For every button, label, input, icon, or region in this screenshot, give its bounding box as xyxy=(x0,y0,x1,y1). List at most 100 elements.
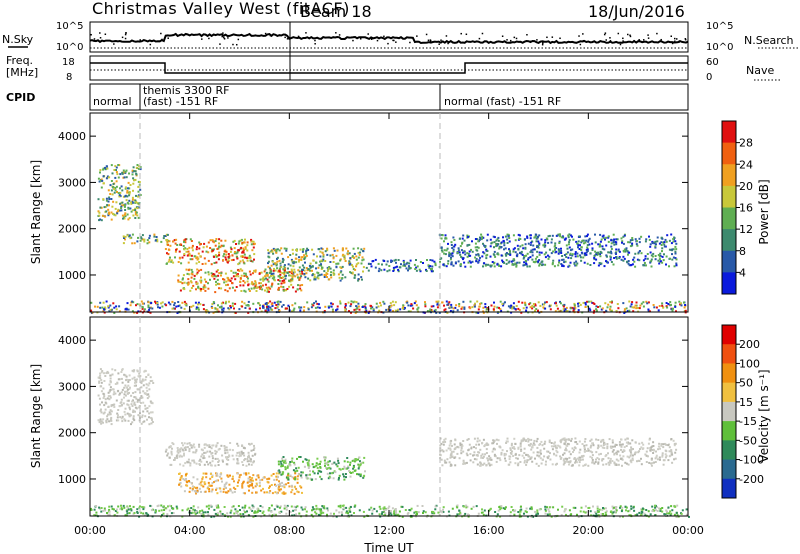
data-cell xyxy=(234,278,237,281)
data-cell xyxy=(367,269,370,272)
data-cell xyxy=(496,252,499,255)
data-cell xyxy=(344,467,347,470)
data-cell xyxy=(171,447,173,450)
data-cell xyxy=(203,481,206,484)
data-cell xyxy=(675,242,678,245)
data-cell xyxy=(292,252,294,255)
nsky-point xyxy=(104,33,107,36)
data-cell xyxy=(633,453,636,456)
data-cell xyxy=(522,264,525,267)
data-cell xyxy=(658,255,661,258)
data-cell xyxy=(623,234,626,237)
data-cell xyxy=(358,456,361,459)
data-cell xyxy=(141,378,144,381)
data-cell xyxy=(393,510,396,513)
data-cell xyxy=(507,305,510,308)
data-cell xyxy=(486,239,489,242)
data-cell xyxy=(191,459,194,462)
data-cell xyxy=(418,268,421,271)
data-cell xyxy=(675,310,677,313)
data-cell xyxy=(609,301,612,303)
data-cell xyxy=(279,505,282,508)
data-cell xyxy=(631,306,634,309)
data-cell xyxy=(294,470,297,473)
data-cell xyxy=(564,238,567,241)
data-cell xyxy=(244,307,247,309)
data-cell xyxy=(439,444,442,447)
data-cell xyxy=(524,301,526,304)
freq-panel: Freq. [MHz] 18 8 60 0 Nave xyxy=(6,54,780,83)
data-cell xyxy=(139,375,142,377)
data-cell xyxy=(597,510,600,513)
data-cell xyxy=(120,209,123,212)
data-cell xyxy=(383,302,386,305)
data-cell xyxy=(216,282,219,285)
data-cell xyxy=(662,463,665,466)
data-cell xyxy=(363,515,366,518)
data-cell xyxy=(625,247,628,250)
data-cell xyxy=(543,303,546,306)
data-cell xyxy=(493,265,496,268)
data-cell xyxy=(207,241,210,244)
data-cell xyxy=(449,442,452,445)
data-cell xyxy=(352,464,355,467)
data-cell xyxy=(664,456,667,459)
data-cell xyxy=(133,401,136,404)
data-cell xyxy=(603,443,606,446)
data-cell xyxy=(141,306,144,309)
data-cell xyxy=(655,450,657,453)
data-cell xyxy=(604,302,607,305)
nsky-point xyxy=(393,39,395,42)
data-cell xyxy=(192,444,194,447)
data-cell xyxy=(456,452,459,455)
data-cell xyxy=(622,259,625,262)
data-cell xyxy=(133,311,136,314)
data-cell xyxy=(554,302,557,305)
data-cell xyxy=(225,258,227,261)
data-cell xyxy=(388,505,391,508)
data-cell xyxy=(428,266,431,269)
data-cell xyxy=(657,445,660,448)
data-cell xyxy=(332,247,335,250)
data-cell xyxy=(476,238,479,241)
data-cell xyxy=(419,261,422,263)
data-cell xyxy=(655,306,658,309)
data-cell xyxy=(214,307,217,310)
data-cell xyxy=(331,472,334,475)
data-cell xyxy=(179,243,182,246)
data-cell xyxy=(610,245,613,248)
data-cell xyxy=(521,244,524,247)
data-cell xyxy=(296,481,299,484)
data-cell xyxy=(230,306,232,309)
data-cell xyxy=(137,375,140,378)
nsky-point xyxy=(541,43,544,46)
data-cell xyxy=(100,385,103,388)
data-cell xyxy=(365,266,368,269)
data-cell xyxy=(529,302,532,305)
data-cell xyxy=(255,308,258,311)
data-cell xyxy=(615,248,618,251)
data-cell xyxy=(272,473,275,475)
nsky-point xyxy=(465,33,468,36)
data-cell xyxy=(272,269,275,272)
nsky-point xyxy=(619,43,622,46)
data-cell xyxy=(191,489,194,492)
data-cell xyxy=(520,311,523,314)
data-cell xyxy=(449,448,452,451)
data-cell xyxy=(214,254,217,257)
data-cell xyxy=(199,279,202,282)
data-cell xyxy=(185,480,188,483)
data-cell xyxy=(281,260,284,263)
data-cell xyxy=(480,454,483,457)
data-cell xyxy=(614,252,617,255)
data-cell xyxy=(561,438,564,441)
data-cell xyxy=(277,483,280,486)
data-cell xyxy=(630,264,633,266)
cpid-label: CPID xyxy=(6,91,35,104)
data-cell xyxy=(538,454,541,457)
data-cell xyxy=(154,300,156,303)
data-cell xyxy=(663,243,666,246)
data-cell xyxy=(583,440,586,443)
data-cell xyxy=(267,252,270,255)
data-cell xyxy=(564,457,567,460)
